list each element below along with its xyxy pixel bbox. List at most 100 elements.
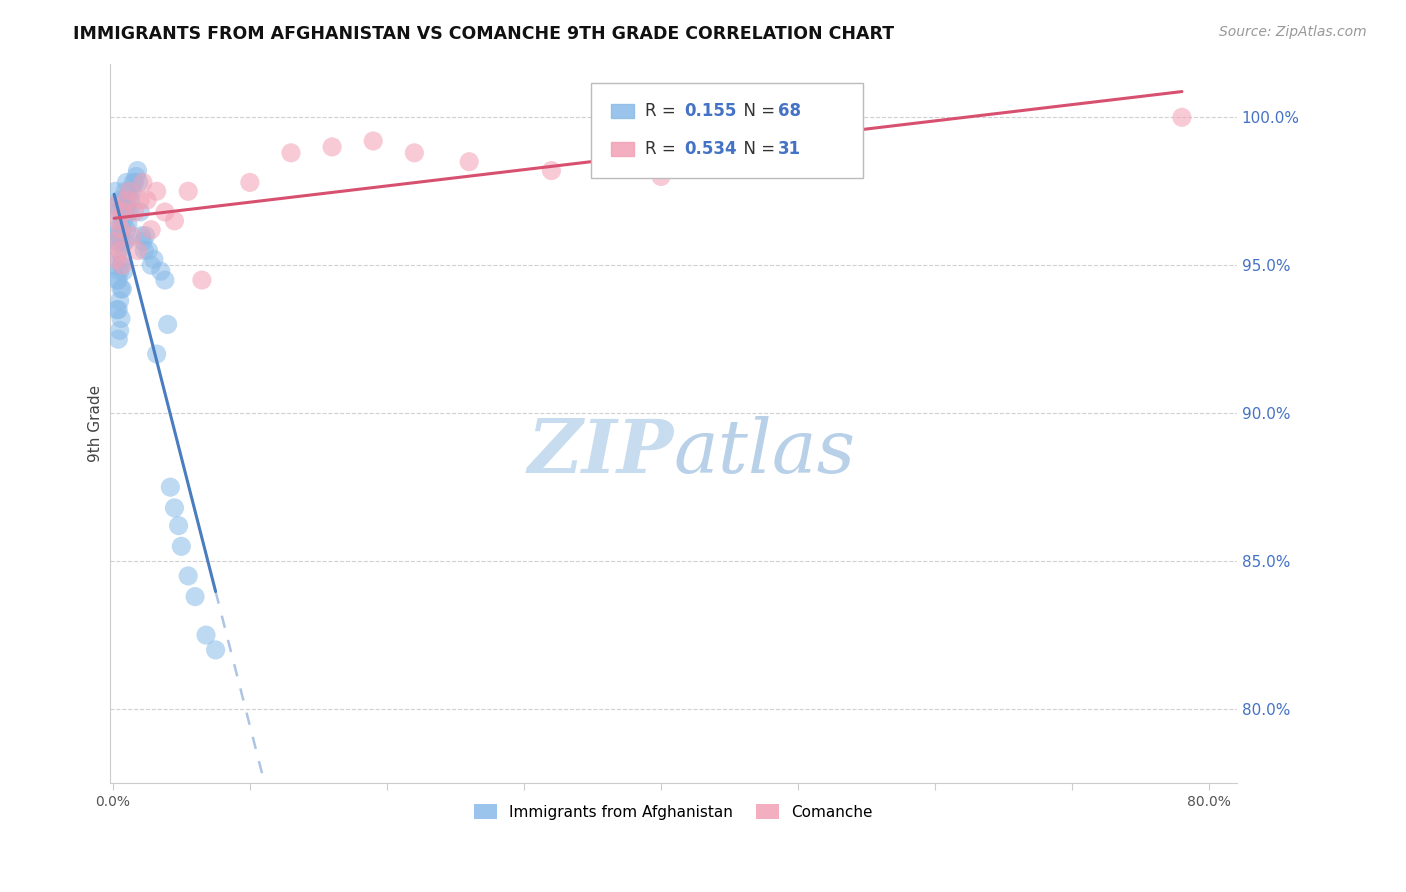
Point <box>104 184 127 198</box>
Point <box>124 175 146 189</box>
Point <box>103 228 125 243</box>
Point <box>108 293 131 308</box>
Point <box>153 205 176 219</box>
Point <box>117 217 139 231</box>
Point <box>138 244 160 258</box>
Point <box>124 205 146 219</box>
Point <box>122 175 145 189</box>
Point <box>132 175 155 189</box>
Point <box>121 228 143 243</box>
Text: 0.155: 0.155 <box>685 102 737 120</box>
Point <box>115 175 138 189</box>
Y-axis label: 9th Grade: 9th Grade <box>89 385 103 462</box>
Point <box>131 228 153 243</box>
Text: N =: N = <box>733 140 780 158</box>
Point <box>121 184 143 198</box>
Point <box>163 214 186 228</box>
Point <box>107 214 129 228</box>
Point <box>110 311 132 326</box>
Point <box>184 590 207 604</box>
Point <box>321 140 343 154</box>
Point <box>111 199 134 213</box>
Point <box>142 252 165 267</box>
Point <box>204 643 226 657</box>
Point <box>112 235 135 249</box>
Point <box>540 163 562 178</box>
Point <box>115 223 138 237</box>
Point <box>115 193 138 207</box>
Point <box>114 184 136 198</box>
Point <box>280 145 302 160</box>
Point <box>108 264 131 278</box>
Point <box>111 258 134 272</box>
Point <box>108 193 131 207</box>
Point <box>110 223 132 237</box>
Point <box>111 282 134 296</box>
Bar <box>612 103 634 118</box>
Point <box>239 175 262 189</box>
Point <box>107 244 129 258</box>
Text: R =: R = <box>645 102 682 120</box>
Text: 0.534: 0.534 <box>685 140 737 158</box>
Point <box>107 332 129 346</box>
Point <box>103 199 125 213</box>
Point <box>110 258 132 272</box>
Point <box>177 184 200 198</box>
Text: IMMIGRANTS FROM AFGHANISTAN VS COMANCHE 9TH GRADE CORRELATION CHART: IMMIGRANTS FROM AFGHANISTAN VS COMANCHE … <box>73 25 894 43</box>
Point <box>163 500 186 515</box>
Point <box>136 193 159 207</box>
Point <box>107 302 129 317</box>
Text: 31: 31 <box>778 140 801 158</box>
Point <box>1171 111 1194 125</box>
Point <box>112 193 135 207</box>
Point <box>145 184 167 198</box>
Point <box>105 302 128 317</box>
Point <box>156 318 179 332</box>
Point <box>110 235 132 249</box>
Point <box>117 193 139 207</box>
Point <box>361 134 384 148</box>
Point <box>114 235 136 249</box>
Point <box>112 264 135 278</box>
Point <box>458 154 481 169</box>
Point <box>127 163 149 178</box>
Point <box>134 244 156 258</box>
Point <box>104 223 127 237</box>
Point <box>129 205 152 219</box>
Point <box>177 569 200 583</box>
Point <box>105 252 128 267</box>
Point <box>650 169 672 184</box>
Text: N =: N = <box>733 102 780 120</box>
Point <box>107 205 129 219</box>
Point <box>114 205 136 219</box>
Point <box>129 193 152 207</box>
Point <box>105 199 128 213</box>
Point <box>108 323 131 337</box>
Point <box>128 175 150 189</box>
Point <box>103 258 125 272</box>
Point <box>141 223 163 237</box>
Point <box>170 539 193 553</box>
Point <box>115 199 138 213</box>
Point <box>111 223 134 237</box>
Point <box>118 205 141 219</box>
Point <box>107 273 129 287</box>
Point <box>132 235 155 249</box>
Text: atlas: atlas <box>673 416 855 489</box>
Point <box>112 205 135 219</box>
Point <box>105 273 128 287</box>
Point <box>118 184 141 198</box>
Point <box>141 258 163 272</box>
Point <box>110 214 132 228</box>
Point <box>167 518 190 533</box>
Point <box>125 169 148 184</box>
Point <box>145 347 167 361</box>
Bar <box>612 142 634 156</box>
Point <box>149 264 172 278</box>
Point <box>195 628 218 642</box>
Legend: Immigrants from Afghanistan, Comanche: Immigrants from Afghanistan, Comanche <box>468 797 879 826</box>
Point <box>191 273 214 287</box>
Point <box>120 193 142 207</box>
FancyBboxPatch shape <box>591 84 863 178</box>
Text: ZIP: ZIP <box>527 416 673 489</box>
